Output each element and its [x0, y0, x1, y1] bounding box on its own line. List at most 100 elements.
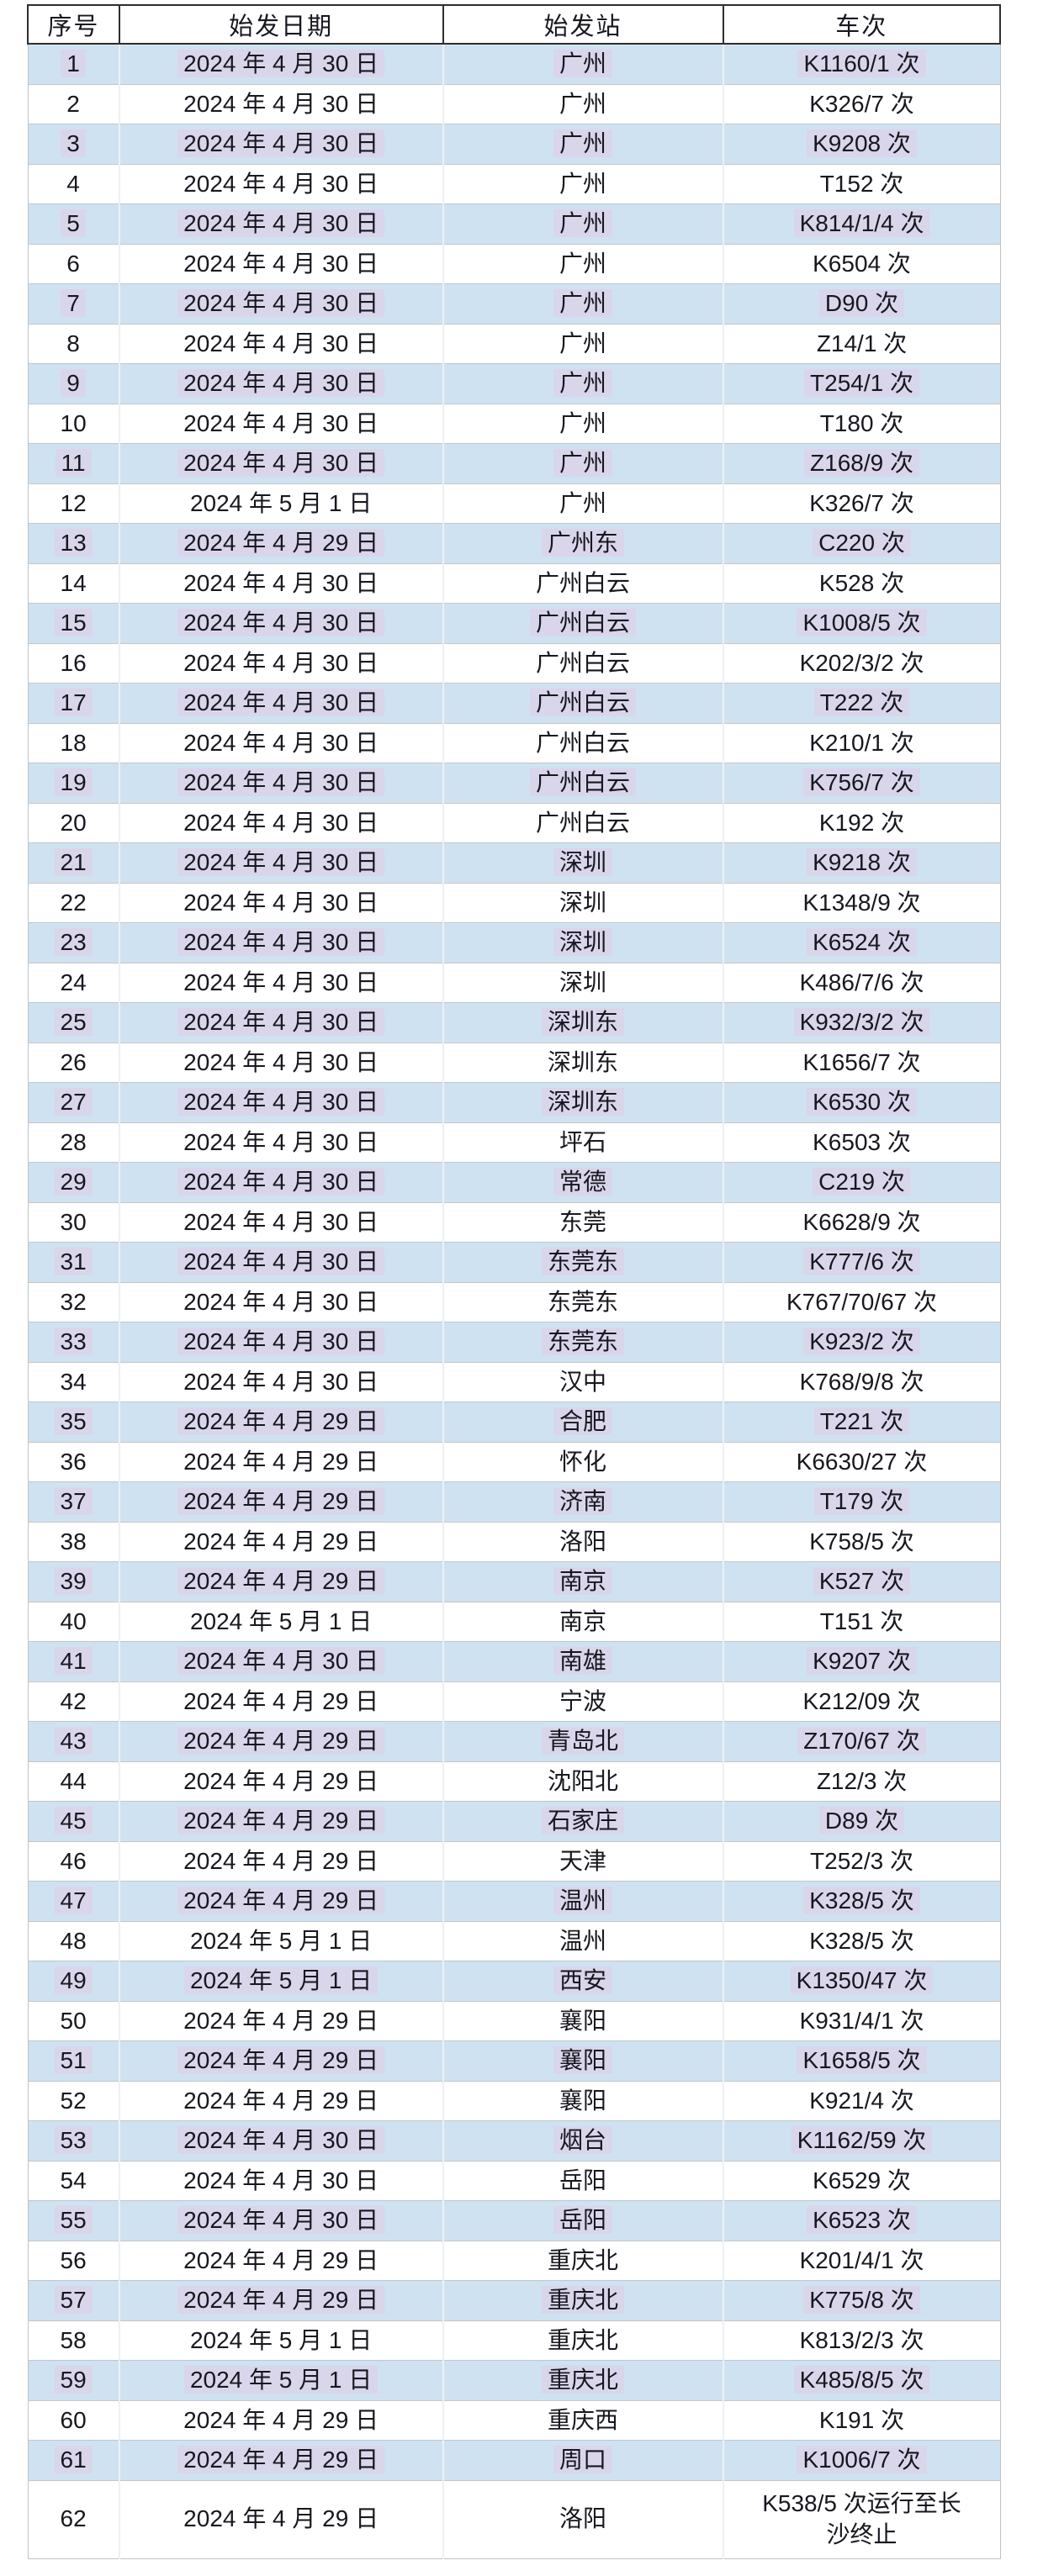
cell-train-number: K201/4/1 次 [722, 2240, 1001, 2281]
cell-serial-number: 4 [27, 163, 120, 204]
cell-departure-date-text: 2024 年 5 月 1 日 [183, 2366, 379, 2394]
cell-train-number: K212/09 次 [722, 1681, 1001, 1722]
cell-departure-station-text: 济南 [553, 1487, 613, 1516]
cell-departure-station-text: 岳阳 [553, 2206, 613, 2235]
cell-serial-number: 8 [27, 323, 120, 364]
cell-serial-number-text: 22 [60, 889, 87, 916]
cell-departure-date-text: 2024 年 4 月 30 日 [183, 729, 379, 756]
cell-serial-number-text: 49 [54, 1966, 93, 1995]
cell-departure-date: 2024 年 4 月 29 日 [118, 523, 444, 564]
cell-departure-date-text: 2024 年 4 月 29 日 [183, 2246, 379, 2273]
cell-departure-station-text: 广州 [553, 289, 613, 318]
cell-serial-number: 53 [27, 2120, 120, 2162]
cell-train-number-text: K777/6 次 [803, 1248, 920, 1276]
table-row: 16 2024 年 4 月 30 日 广州白云 K202/3/2 次 [27, 642, 1001, 684]
table-row: 31 2024 年 4 月 30 日 东莞东 K777/6 次 [27, 1242, 1001, 1283]
cell-departure-date-text: 2024 年 4 月 30 日 [183, 1288, 379, 1315]
table-row: 61 2024 年 4 月 29 日 周口 K1006/7 次 [27, 2440, 1001, 2481]
table-row: 5 2024 年 4 月 30 日 广州 K814/1/4 次 [27, 203, 1001, 245]
cell-train-number: K210/1 次 [722, 722, 1001, 763]
cell-departure-station-text: 深圳 [553, 848, 613, 877]
table-row: 26 2024 年 4 月 30 日 深圳东 K1656/7 次 [27, 1042, 1001, 1083]
cell-serial-number: 34 [27, 1361, 120, 1402]
cell-serial-number-text: 3 [61, 129, 86, 158]
cell-train-number-text: K814/1/4 次 [793, 209, 930, 238]
cell-train-number-text: K528 次 [818, 569, 905, 596]
cell-train-number-text: K9207 次 [807, 1647, 917, 1676]
cell-departure-station: 宁波 [442, 1681, 724, 1722]
cell-train-number-text: K9218 次 [807, 848, 917, 877]
cell-serial-number-text: 51 [54, 2046, 93, 2075]
cell-departure-date-text: 2024 年 4 月 30 日 [183, 1128, 379, 1155]
cell-serial-number-text: 45 [54, 1807, 93, 1835]
cell-departure-date: 2024 年 4 月 30 日 [118, 562, 444, 604]
cell-serial-number: 30 [27, 1201, 120, 1243]
cell-serial-number: 17 [27, 683, 120, 724]
cell-train-number-text: K6529 次 [813, 2167, 911, 2193]
cell-departure-station: 温州 [442, 1920, 724, 1961]
cell-departure-station: 东莞东 [442, 1242, 724, 1283]
cell-departure-date: 2024 年 4 月 30 日 [118, 802, 444, 843]
cell-train-number-text: C219 次 [813, 1168, 911, 1196]
cell-departure-station-text: 重庆北 [548, 2326, 619, 2353]
table-row: 37 2024 年 4 月 29 日 济南 T179 次 [27, 1481, 1001, 1523]
table-row: 2 2024 年 4 月 30 日 广州 K326/7 次 [27, 83, 1001, 124]
cell-departure-date-text: 2024 年 4 月 30 日 [177, 1328, 385, 1356]
cell-serial-number-text: 11 [55, 449, 92, 478]
cell-departure-station: 深圳 [442, 842, 724, 884]
cell-serial-number: 6 [27, 243, 120, 284]
cell-departure-date-text: 2024 年 4 月 30 日 [183, 649, 379, 676]
cell-departure-station-text: 常德 [553, 1168, 613, 1196]
table-row: 12 2024 年 5 月 1 日 广州 K326/7 次 [27, 483, 1001, 524]
cell-train-number: K527 次 [722, 1561, 1001, 1602]
cell-departure-date-text: 2024 年 4 月 30 日 [183, 889, 379, 916]
cell-departure-date: 2024 年 4 月 30 日 [118, 1281, 444, 1322]
cell-train-number: K538/5 次运行至长沙终止 [722, 2479, 1001, 2559]
cell-serial-number-text: 29 [54, 1168, 93, 1196]
cell-serial-number-text: 19 [54, 768, 93, 797]
cell-serial-number: 57 [27, 2280, 120, 2321]
table-row: 48 2024 年 5 月 1 日 温州 K328/5 次 [27, 1920, 1001, 1961]
cell-train-number-text: K6628/9 次 [802, 1208, 921, 1235]
cell-train-number: K328/5 次 [722, 1881, 1001, 1922]
cell-train-number-text: T222 次 [813, 689, 910, 717]
cell-train-number-text: K1162/59 次 [791, 2126, 933, 2155]
cell-departure-date-text: 2024 年 4 月 29 日 [183, 1767, 379, 1794]
cell-serial-number: 51 [27, 2040, 120, 2082]
cell-train-number: K9207 次 [722, 1641, 1001, 1682]
cell-train-number: K758/5 次 [722, 1521, 1001, 1562]
table-row: 19 2024 年 4 月 30 日 广州白云 K756/7 次 [27, 763, 1001, 804]
table-row: 1 2024 年 4 月 30 日 广州 K1160/1 次 [27, 43, 1001, 85]
cell-train-number: K191 次 [722, 2399, 1001, 2441]
cell-serial-number: 28 [27, 1122, 120, 1163]
table-row: 34 2024 年 4 月 30 日 汉中 K768/9/8 次 [27, 1361, 1001, 1402]
cell-train-number-text: K201/4/1 次 [799, 2246, 924, 2273]
cell-serial-number-text: 58 [60, 2326, 87, 2353]
cell-serial-number-text: 38 [60, 1528, 87, 1555]
cell-departure-station: 深圳 [442, 882, 724, 923]
cell-serial-number: 24 [27, 962, 120, 1003]
cell-departure-date-text: 2024 年 4 月 30 日 [177, 1168, 385, 1196]
cell-serial-number-text: 17 [54, 689, 93, 717]
cell-train-number: K326/7 次 [722, 83, 1001, 124]
cell-train-number-text: K326/7 次 [809, 90, 914, 117]
cell-train-number-text: K756/7 次 [803, 768, 920, 797]
cell-train-number: K9208 次 [722, 124, 1001, 165]
table-row: 27 2024 年 4 月 30 日 深圳东 K6530 次 [27, 1082, 1001, 1123]
cell-serial-number: 55 [27, 2200, 120, 2241]
cell-departure-station: 广州白云 [442, 722, 724, 763]
cell-departure-station: 洛阳 [442, 2479, 724, 2559]
cell-departure-station-text: 广州东 [542, 529, 625, 557]
cell-serial-number: 42 [27, 1681, 120, 1722]
cell-departure-date: 2024 年 4 月 30 日 [118, 1162, 444, 1203]
cell-serial-number-text: 15 [54, 609, 93, 637]
cell-train-number: C220 次 [722, 523, 1001, 564]
cell-serial-number: 20 [27, 802, 120, 843]
table-row: 21 2024 年 4 月 30 日 深圳 K9218 次 [27, 842, 1001, 884]
cell-departure-station: 广州 [442, 83, 724, 124]
cell-train-number: Z12/3 次 [722, 1760, 1001, 1802]
cell-train-number: K9218 次 [722, 842, 1001, 884]
table-row: 7 2024 年 4 月 30 日 广州 D90 次 [27, 283, 1001, 325]
cell-serial-number: 32 [27, 1281, 120, 1322]
cell-train-number-text: K775/8 次 [803, 2286, 920, 2315]
